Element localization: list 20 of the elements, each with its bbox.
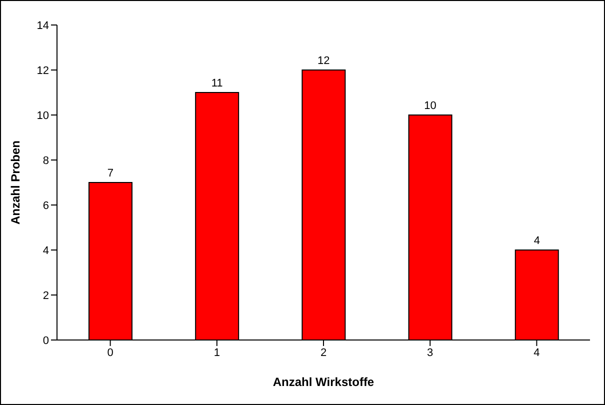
y-tick-label: 4 — [42, 244, 49, 257]
x-tick-label: 4 — [534, 346, 540, 359]
data-label: 12 — [318, 55, 330, 67]
y-tick-label: 10 — [36, 110, 49, 122]
y-axis-title: Anzahl Proben — [8, 140, 22, 225]
data-label: 4 — [534, 235, 540, 247]
data-label: 7 — [107, 168, 114, 180]
x-tick-label: 2 — [320, 346, 327, 359]
y-tick-label: 0 — [42, 334, 49, 347]
x-tick-label: 0 — [107, 346, 114, 359]
data-label: 11 — [211, 78, 223, 90]
data-label: 10 — [424, 100, 436, 112]
y-tick-label: 12 — [36, 64, 49, 77]
y-tick-label: 14 — [36, 20, 49, 32]
y-tick-label: 2 — [42, 290, 49, 302]
x-tick-label: 1 — [214, 346, 220, 359]
x-tick-label: 3 — [427, 346, 434, 359]
x-axis-title: Anzahl Wirkstoffe — [272, 375, 374, 389]
y-tick-label: 8 — [42, 154, 49, 167]
y-tick-label: 6 — [42, 200, 49, 212]
